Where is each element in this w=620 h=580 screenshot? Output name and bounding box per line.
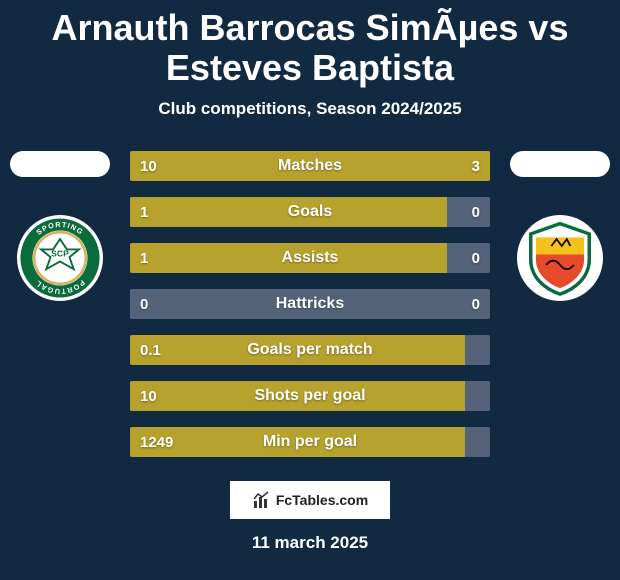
stat-row: 10Goals bbox=[130, 197, 490, 227]
page-title: Arnauth Barrocas SimÃµes vs Esteves Bapt… bbox=[0, 0, 620, 89]
stat-value-right bbox=[470, 381, 490, 411]
stat-value-left: 0 bbox=[130, 289, 158, 319]
stat-bar-left bbox=[130, 151, 407, 181]
stat-bar-left bbox=[130, 427, 465, 457]
left-crest-svg: SCP SPORTING PORTUGAL bbox=[17, 215, 103, 301]
stat-bars: 103Matches10Goals10Assists00Hattricks0.1… bbox=[130, 151, 490, 457]
content-area: SCP SPORTING PORTUGAL 103Matches 10Goals 1… bbox=[0, 151, 620, 553]
brand-chart-icon bbox=[252, 490, 272, 510]
right-side bbox=[510, 151, 610, 301]
svg-text:SCP: SCP bbox=[51, 248, 69, 258]
stat-row: 10Assists bbox=[130, 243, 490, 273]
left-side: SCP SPORTING PORTUGAL bbox=[10, 151, 110, 301]
footer-date: 11 march 2025 bbox=[0, 533, 620, 553]
brand-text: FcTables.com bbox=[276, 492, 368, 508]
stat-row: 1249Min per goal bbox=[130, 427, 490, 457]
stat-label: Hattricks bbox=[130, 289, 490, 319]
subtitle: Club competitions, Season 2024/2025 bbox=[0, 89, 620, 119]
brand-badge: FcTables.com bbox=[230, 481, 390, 519]
right-team-crest bbox=[517, 215, 603, 301]
stat-row: 0.1Goals per match bbox=[130, 335, 490, 365]
stat-value-right bbox=[470, 427, 490, 457]
left-player-pill bbox=[10, 151, 110, 177]
stat-value-right: 0 bbox=[462, 289, 490, 319]
stat-row: 10Shots per goal bbox=[130, 381, 490, 411]
stat-bar-left bbox=[130, 197, 447, 227]
left-team-crest: SCP SPORTING PORTUGAL bbox=[17, 215, 103, 301]
comparison-card: Arnauth Barrocas SimÃµes vs Esteves Bapt… bbox=[0, 0, 620, 580]
stat-value-right: 0 bbox=[462, 243, 490, 273]
stat-row: 0 0Hattricks bbox=[130, 289, 490, 319]
stat-bar-left bbox=[130, 381, 465, 411]
stat-bar-right bbox=[407, 151, 490, 181]
stat-value-right bbox=[470, 335, 490, 365]
right-crest-svg bbox=[517, 215, 603, 301]
right-player-pill bbox=[510, 151, 610, 177]
stat-bar-left bbox=[130, 243, 447, 273]
stat-value-right: 0 bbox=[462, 197, 490, 227]
stat-bar-left bbox=[130, 335, 465, 365]
stat-row: 103Matches bbox=[130, 151, 490, 181]
